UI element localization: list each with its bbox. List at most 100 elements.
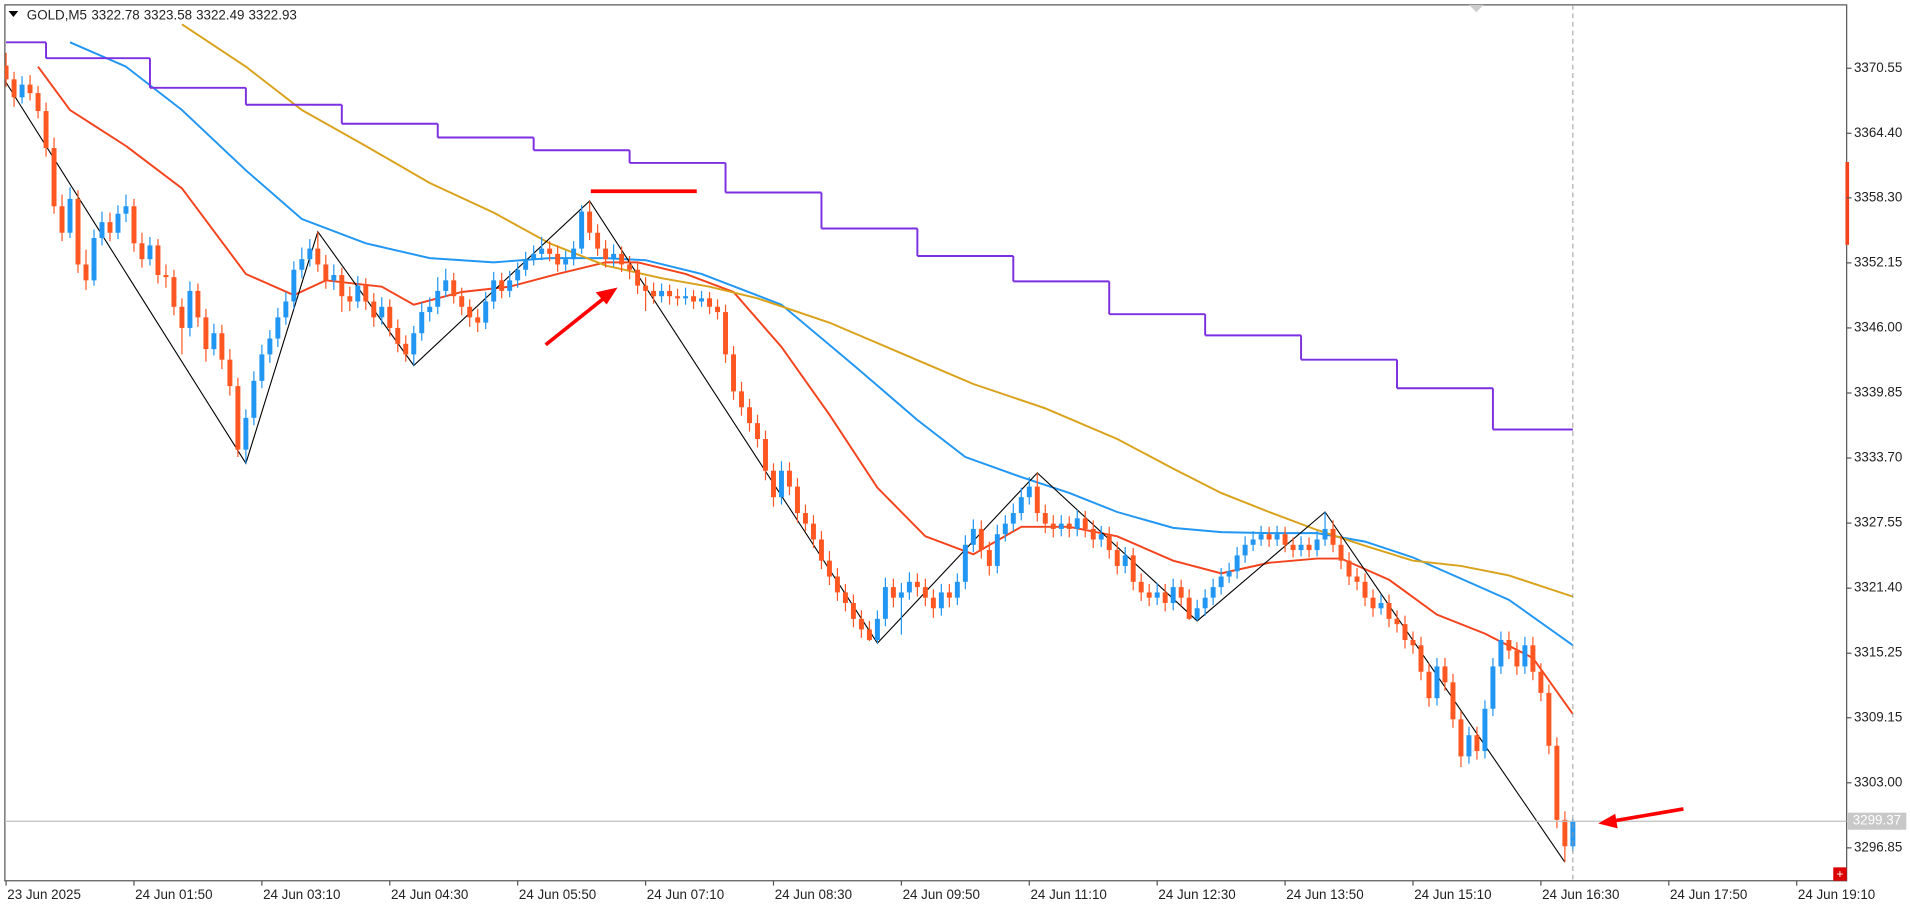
candle-body: [1130, 555, 1136, 582]
candle-body: [1034, 486, 1040, 514]
candle-body: [563, 259, 569, 265]
candle-body: [195, 290, 201, 318]
candle-body: [1338, 544, 1344, 561]
x-tick-label: 23 Jun 2025: [7, 887, 81, 902]
candle-body: [483, 301, 489, 323]
candle-body: [35, 93, 41, 112]
candle-body: [699, 298, 705, 302]
candle-body: [1378, 602, 1384, 609]
candle-body: [491, 280, 497, 302]
candle-body: [1410, 639, 1416, 646]
candle-body: [267, 338, 273, 355]
candle-body: [331, 275, 337, 281]
candle-body: [1562, 819, 1568, 847]
x-tick-label: 24 Jun 17:50: [1670, 887, 1747, 902]
arrow-head: [595, 287, 618, 305]
candle-body: [683, 296, 689, 299]
candle-body: [1314, 539, 1320, 551]
candle-body: [978, 528, 984, 551]
candle-body: [611, 253, 617, 260]
candle-body: [922, 587, 928, 598]
y-tick-label: 3333.70: [1854, 450, 1902, 465]
candle-body: [251, 380, 257, 418]
candle-body: [1426, 671, 1432, 699]
x-tick-label: 24 Jun 15:10: [1414, 887, 1491, 902]
x-tick-label: 24 Jun 03:10: [263, 887, 340, 902]
candle-body: [475, 317, 481, 323]
candle-body: [667, 290, 673, 297]
candle-body: [1298, 544, 1304, 551]
candle-body: [419, 312, 425, 334]
candle-body: [323, 264, 329, 281]
annotations: +: [8, 4, 1850, 881]
candle-body: [858, 618, 864, 630]
candle-body: [139, 243, 145, 260]
ohlc-open: 3322.78: [91, 7, 139, 22]
candle-body: [571, 248, 577, 260]
candle-body: [1258, 534, 1264, 540]
candle-body: [83, 264, 89, 281]
candle-body: [1002, 523, 1008, 535]
candle-body: [1418, 645, 1424, 672]
candle-body: [1506, 639, 1512, 651]
candle-body: [259, 354, 265, 381]
symbol: GOLD,M5: [27, 7, 87, 22]
candle-body: [826, 560, 832, 577]
candle-body: [930, 597, 936, 609]
candle-body: [850, 602, 856, 619]
moving-average: [37, 66, 1574, 715]
x-tick-label: 24 Jun 01:50: [135, 887, 212, 902]
candle-body: [763, 439, 768, 471]
candle-body: [1346, 560, 1352, 577]
y-tick-label: 3346.00: [1854, 319, 1902, 334]
y-tick-label: 3303.00: [1854, 774, 1902, 789]
candle-body: [890, 587, 896, 598]
candle-body: [1066, 523, 1072, 529]
candle-body: [1394, 618, 1400, 625]
candle-body: [299, 259, 305, 270]
candle-body: [339, 275, 345, 297]
candle-body: [1074, 518, 1080, 529]
candle-body: [379, 306, 385, 318]
y-tick-label: 3315.25: [1854, 645, 1902, 660]
candle-body: [1090, 528, 1096, 540]
candle-body: [59, 206, 65, 233]
candle-body: [938, 592, 944, 609]
candle-body: [786, 470, 792, 487]
candle-body: [27, 84, 33, 94]
candle-body: [203, 317, 209, 350]
candle-body: [355, 285, 361, 302]
candle-body: [1010, 513, 1016, 524]
x-tick-label: 24 Jun 04:30: [391, 887, 468, 902]
candle-body: [91, 238, 97, 281]
candle-body: [371, 301, 377, 318]
candle-body: [1466, 735, 1472, 757]
candle-body: [707, 298, 713, 307]
candle-body: [1482, 708, 1488, 752]
candle-body: [619, 253, 625, 265]
moving-average: [181, 23, 1574, 598]
candle-body: [739, 391, 744, 408]
candle-body: [467, 306, 473, 318]
add-button[interactable]: [1833, 867, 1847, 881]
candle-body: [427, 306, 433, 313]
candle-body: [595, 232, 601, 249]
candle-body: [547, 248, 553, 254]
y-tick-label: 3309.15: [1854, 709, 1902, 724]
candle-body: [11, 79, 17, 98]
candle-body: [731, 354, 736, 392]
candle-body: [1242, 544, 1248, 556]
candle-body: [1250, 539, 1256, 545]
candle-body: [1442, 666, 1448, 683]
candle-body: [1026, 486, 1032, 498]
candle-body: [1450, 682, 1456, 720]
candle-body: [1434, 666, 1440, 699]
candle-body: [1154, 592, 1160, 598]
candle-body: [67, 198, 73, 233]
candle-body: [659, 290, 665, 297]
last-price-label: 3299.37: [1853, 813, 1901, 828]
candle-body: [147, 245, 153, 260]
candle-body: [1138, 581, 1144, 593]
candle-body: [171, 277, 177, 307]
